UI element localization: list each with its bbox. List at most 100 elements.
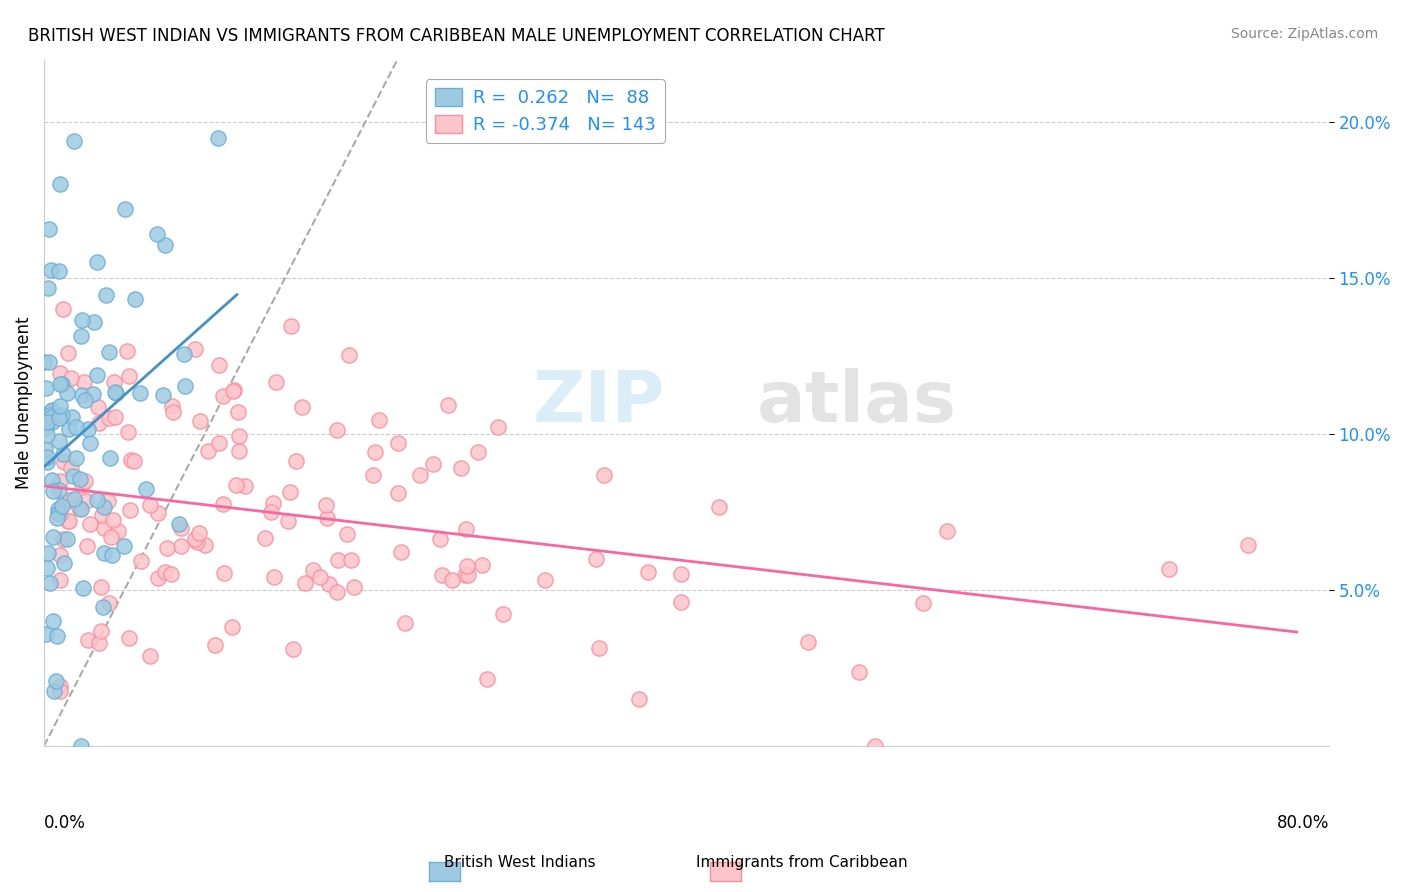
Point [204,638,226,652]
Point [114,202,136,216]
Point [42,615,65,629]
Point [1157,562,1180,576]
Point [422,457,444,471]
Point [86,254,108,268]
Point [59,371,82,385]
Point [101,513,124,527]
Point [103,376,125,390]
Point [1237,538,1260,552]
Point [48,264,70,278]
Point [118,503,141,517]
Point [70,477,93,491]
Point [170,539,193,553]
Point [62,134,84,148]
Point [49,177,72,191]
Point [197,443,219,458]
Point [62,469,84,483]
Point [112,539,135,553]
Point [387,436,409,450]
Point [37,428,59,442]
Point [60,460,83,475]
Point [49,366,72,380]
Point [453,567,475,582]
Point [283,641,305,656]
Point [389,545,412,559]
Point [263,570,285,584]
Point [456,559,478,574]
Point [65,450,87,465]
Point [155,566,177,580]
Point [58,515,80,529]
Point [49,474,72,488]
Point [117,343,139,358]
Point [254,531,277,545]
Point [41,473,63,487]
Point [533,573,555,587]
Point [138,648,160,663]
Point [93,500,115,515]
Point [41,416,63,430]
Point [70,313,93,327]
Point [42,530,65,544]
Point [107,524,129,538]
Point [97,596,120,610]
Point [58,422,80,436]
Point [35,455,58,469]
Point [441,574,464,588]
Point [67,501,90,516]
Point [343,580,366,594]
Point [208,435,231,450]
Point [120,453,142,467]
Point [294,575,316,590]
Point [90,508,112,522]
Point [160,566,183,581]
Point [104,385,127,400]
Point [91,599,114,614]
Point [70,739,93,753]
Point [41,410,63,425]
Point [328,552,350,566]
Point [35,381,58,395]
Point [51,376,73,391]
Point [56,386,79,401]
Text: 0.0%: 0.0% [44,814,86,832]
Point [471,558,494,572]
Point [585,552,607,566]
Point [90,624,112,638]
Point [318,577,340,591]
Point [593,467,616,482]
Point [63,491,86,506]
Point [89,416,111,430]
Point [129,386,152,401]
Point [48,483,70,497]
Point [82,387,104,401]
Text: Immigrants from Caribbean: Immigrants from Caribbean [696,855,907,870]
Point [52,455,75,469]
Point [628,692,651,706]
Point [90,580,112,594]
Point [46,629,69,643]
Point [145,227,167,242]
Point [100,530,122,544]
Point [104,409,127,424]
Point [93,546,115,560]
Point [52,447,75,461]
Point [39,404,62,418]
Point [170,521,193,535]
Point [316,510,339,524]
Text: ZIP: ZIP [533,368,665,437]
Point [194,538,217,552]
Point [437,398,460,412]
Point [65,420,87,434]
Point [160,399,183,413]
Point [669,566,692,581]
Point [588,640,610,655]
Point [93,521,115,535]
Point [76,422,98,436]
Point [339,348,361,362]
Point [368,413,391,427]
Point [208,358,231,372]
Point [394,615,416,630]
Point [98,345,121,359]
Point [94,288,117,302]
